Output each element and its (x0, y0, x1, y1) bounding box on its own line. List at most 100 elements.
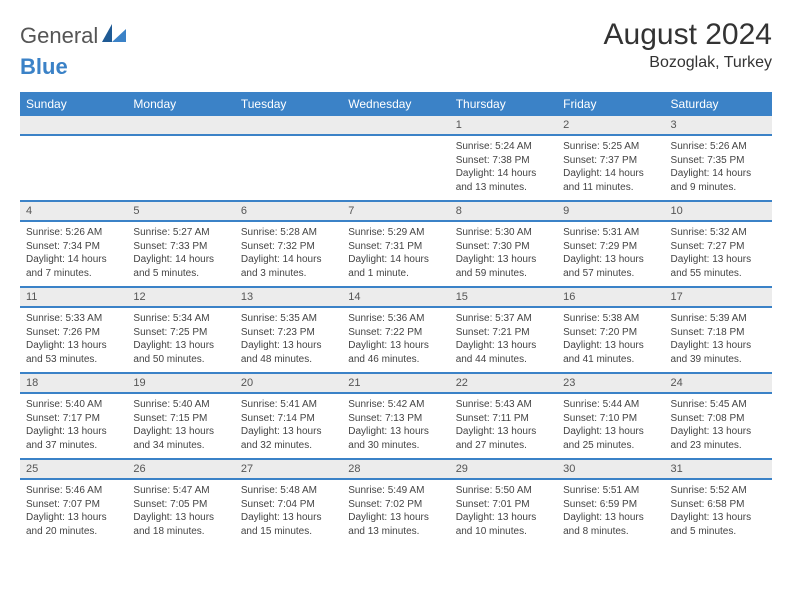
sunrise-line: Sunrise: 5:52 AM (671, 484, 766, 498)
day-number-cell: 19 (127, 373, 234, 393)
sunset-line: Sunset: 7:11 PM (456, 412, 551, 426)
sunrise-line: Sunrise: 5:45 AM (671, 398, 766, 412)
daylight-line: Daylight: 13 hours and 18 minutes. (133, 511, 228, 538)
calendar-daynum-row: 18192021222324 (20, 373, 772, 393)
day-number: 25 (20, 460, 127, 478)
day-cell: Sunrise: 5:39 AMSunset: 7:18 PMDaylight:… (665, 307, 772, 373)
day-cell-body: Sunrise: 5:43 AMSunset: 7:11 PMDaylight:… (450, 394, 557, 458)
day-cell: Sunrise: 5:36 AMSunset: 7:22 PMDaylight:… (342, 307, 449, 373)
daylight-line: Daylight: 14 hours and 5 minutes. (133, 253, 228, 280)
day-cell-body: Sunrise: 5:36 AMSunset: 7:22 PMDaylight:… (342, 308, 449, 372)
day-cell: Sunrise: 5:40 AMSunset: 7:15 PMDaylight:… (127, 393, 234, 459)
sunset-line: Sunset: 7:05 PM (133, 498, 228, 512)
day-number-cell: 21 (342, 373, 449, 393)
day-number (342, 116, 449, 122)
sunset-line: Sunset: 7:30 PM (456, 240, 551, 254)
day-cell-body: Sunrise: 5:26 AMSunset: 7:35 PMDaylight:… (665, 136, 772, 200)
calendar-body: 12 3 Sunrise: 5:24 AMSunset: 7:38 PMDaylig… (20, 116, 772, 544)
sunset-line: Sunset: 7:34 PM (26, 240, 121, 254)
day-number: 5 (127, 202, 234, 220)
day-number: 12 (127, 288, 234, 306)
brand-word-2-wrap: Blue (20, 56, 68, 78)
day-cell: Sunrise: 5:46 AMSunset: 7:07 PMDaylight:… (20, 479, 127, 544)
day-cell: Sunrise: 5:26 AMSunset: 7:35 PMDaylight:… (665, 135, 772, 201)
day-number-cell: 15 (450, 287, 557, 307)
day-cell: Sunrise: 5:29 AMSunset: 7:31 PMDaylight:… (342, 221, 449, 287)
day-number: 17 (665, 288, 772, 306)
day-cell-body: Sunrise: 5:32 AMSunset: 7:27 PMDaylight:… (665, 222, 772, 286)
day-number-cell: 11 (20, 287, 127, 307)
sunrise-line: Sunrise: 5:26 AM (671, 140, 766, 154)
daylight-line: Daylight: 13 hours and 34 minutes. (133, 425, 228, 452)
day-cell-body: Sunrise: 5:34 AMSunset: 7:25 PMDaylight:… (127, 308, 234, 372)
day-cell: Sunrise: 5:49 AMSunset: 7:02 PMDaylight:… (342, 479, 449, 544)
day-number-cell: 14 (342, 287, 449, 307)
day-cell: Sunrise: 5:47 AMSunset: 7:05 PMDaylight:… (127, 479, 234, 544)
day-number: 27 (235, 460, 342, 478)
day-number-cell: 9 (557, 201, 664, 221)
day-cell-body (20, 136, 127, 194)
day-cell: Sunrise: 5:37 AMSunset: 7:21 PMDaylight:… (450, 307, 557, 373)
daylight-line: Daylight: 13 hours and 30 minutes. (348, 425, 443, 452)
title-block: August 2024 Bozoglak, Turkey (604, 18, 772, 72)
sunset-line: Sunset: 7:13 PM (348, 412, 443, 426)
day-number: 6 (235, 202, 342, 220)
day-header: Sunday (20, 92, 127, 116)
day-cell-body: Sunrise: 5:39 AMSunset: 7:18 PMDaylight:… (665, 308, 772, 372)
sunset-line: Sunset: 7:38 PM (456, 154, 551, 168)
day-number-cell: 27 (235, 459, 342, 479)
sunrise-line: Sunrise: 5:50 AM (456, 484, 551, 498)
day-cell-body: Sunrise: 5:52 AMSunset: 6:58 PMDaylight:… (665, 480, 772, 544)
sunset-line: Sunset: 7:26 PM (26, 326, 121, 340)
day-cell (342, 135, 449, 201)
day-number-cell: 13 (235, 287, 342, 307)
day-cell-body (127, 136, 234, 194)
day-number-cell: 1 (450, 116, 557, 135)
day-cell: Sunrise: 5:24 AMSunset: 7:38 PMDaylight:… (450, 135, 557, 201)
daylight-line: Daylight: 13 hours and 8 minutes. (563, 511, 658, 538)
day-number-cell: 5 (127, 201, 234, 221)
daylight-line: Daylight: 14 hours and 7 minutes. (26, 253, 121, 280)
sunset-line: Sunset: 7:14 PM (241, 412, 336, 426)
calendar-daynum-row: 45678910 (20, 201, 772, 221)
day-cell: Sunrise: 5:51 AMSunset: 6:59 PMDaylight:… (557, 479, 664, 544)
calendar-header-row: SundayMondayTuesdayWednesdayThursdayFrid… (20, 92, 772, 116)
day-cell: Sunrise: 5:33 AMSunset: 7:26 PMDaylight:… (20, 307, 127, 373)
day-cell-body: Sunrise: 5:46 AMSunset: 7:07 PMDaylight:… (20, 480, 127, 544)
day-cell (235, 135, 342, 201)
day-cell-body: Sunrise: 5:48 AMSunset: 7:04 PMDaylight:… (235, 480, 342, 544)
sunset-line: Sunset: 7:31 PM (348, 240, 443, 254)
sunset-line: Sunset: 7:21 PM (456, 326, 551, 340)
day-number: 10 (665, 202, 772, 220)
day-cell-body: Sunrise: 5:26 AMSunset: 7:34 PMDaylight:… (20, 222, 127, 286)
day-number-cell: 29 (450, 459, 557, 479)
brand-text: General (20, 25, 98, 47)
day-number-cell: 24 (665, 373, 772, 393)
daylight-line: Daylight: 14 hours and 13 minutes. (456, 167, 551, 194)
sunrise-line: Sunrise: 5:26 AM (26, 226, 121, 240)
day-cell: Sunrise: 5:38 AMSunset: 7:20 PMDaylight:… (557, 307, 664, 373)
daylight-line: Daylight: 13 hours and 55 minutes. (671, 253, 766, 280)
day-cell-body: Sunrise: 5:38 AMSunset: 7:20 PMDaylight:… (557, 308, 664, 372)
sunset-line: Sunset: 7:07 PM (26, 498, 121, 512)
day-cell-body: Sunrise: 5:40 AMSunset: 7:15 PMDaylight:… (127, 394, 234, 458)
calendar-content-row: Sunrise: 5:33 AMSunset: 7:26 PMDaylight:… (20, 307, 772, 373)
day-number: 31 (665, 460, 772, 478)
day-number: 3 (665, 116, 772, 134)
day-cell-body: Sunrise: 5:51 AMSunset: 6:59 PMDaylight:… (557, 480, 664, 544)
sunrise-line: Sunrise: 5:29 AM (348, 226, 443, 240)
day-cell-body: Sunrise: 5:30 AMSunset: 7:30 PMDaylight:… (450, 222, 557, 286)
day-cell-body: Sunrise: 5:31 AMSunset: 7:29 PMDaylight:… (557, 222, 664, 286)
day-number-cell: 3 (665, 116, 772, 135)
day-number-cell: 18 (20, 373, 127, 393)
day-number-cell (342, 116, 449, 135)
day-number-cell: 8 (450, 201, 557, 221)
day-cell: Sunrise: 5:43 AMSunset: 7:11 PMDaylight:… (450, 393, 557, 459)
day-number-cell: 12 (127, 287, 234, 307)
day-number: 21 (342, 374, 449, 392)
day-cell: Sunrise: 5:41 AMSunset: 7:14 PMDaylight:… (235, 393, 342, 459)
sunset-line: Sunset: 7:18 PM (671, 326, 766, 340)
day-number (235, 116, 342, 122)
day-cell-body: Sunrise: 5:45 AMSunset: 7:08 PMDaylight:… (665, 394, 772, 458)
daylight-line: Daylight: 13 hours and 23 minutes. (671, 425, 766, 452)
